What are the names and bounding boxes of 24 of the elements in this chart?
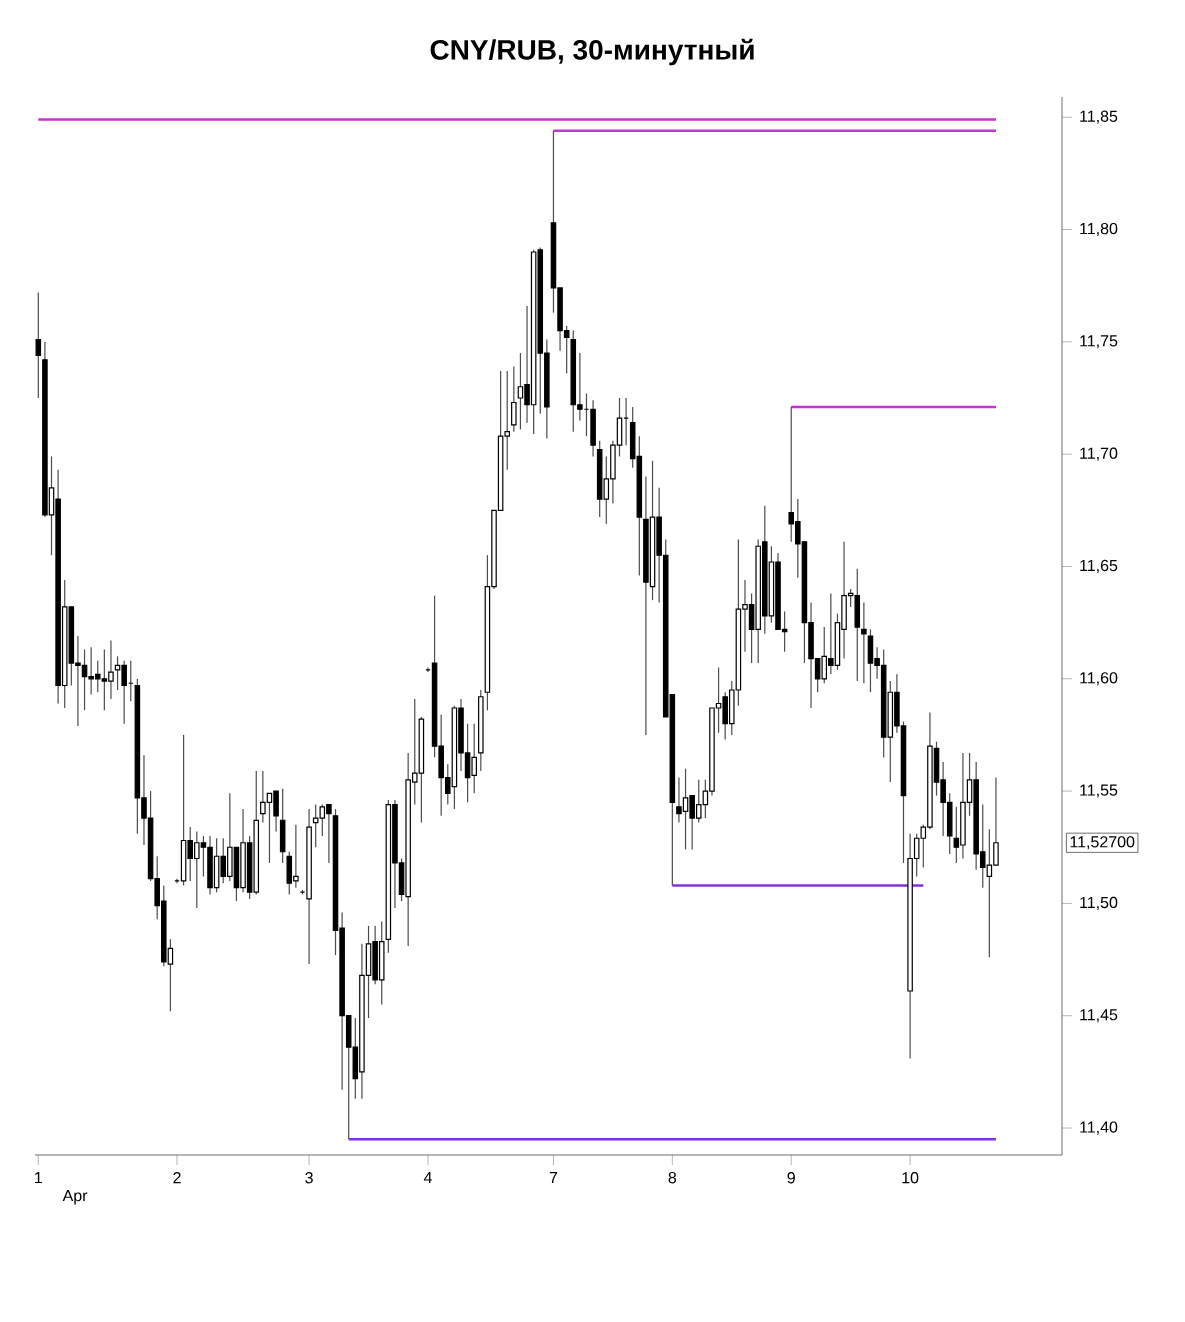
y-tick-label: 11,40 [1080, 1121, 1118, 1135]
x-tick-label: 3 [305, 1172, 313, 1184]
chart-title: CNY/RUB, 30-минутный [430, 38, 754, 66]
y-tick-label: 11,70 [1080, 447, 1118, 461]
text: 11,52700 [1070, 836, 1135, 850]
y-tick-label: 11,85 [1080, 110, 1118, 124]
y-tick-label: 11,55 [1080, 784, 1118, 798]
x-axis-title: Apr [62, 1190, 88, 1205]
y-tick-label: 11,65 [1080, 559, 1118, 574]
y-tick-label: 11,45 [1080, 1009, 1118, 1023]
x-tick-label: 8 [668, 1172, 677, 1184]
y-tick-label: 11,75 [1080, 335, 1118, 349]
y-tick-label: 11,50 [1080, 896, 1118, 911]
candlestick [511, 365, 517, 433]
y-tick-label: 11,60 [1080, 672, 1118, 686]
x-tick-label: 2 [173, 1172, 181, 1184]
candlestick [861, 601, 867, 684]
candlestick [35, 291, 42, 399]
x-tick-label: 9 [787, 1172, 795, 1184]
x-tick-label: 7 [549, 1172, 558, 1184]
x-tick-label: 4 [423, 1172, 432, 1184]
x-tick-label: 1 [35, 1172, 42, 1184]
x-tick-label: 10 [902, 1172, 919, 1184]
y-tick-label: 11,80 [1080, 222, 1118, 237]
